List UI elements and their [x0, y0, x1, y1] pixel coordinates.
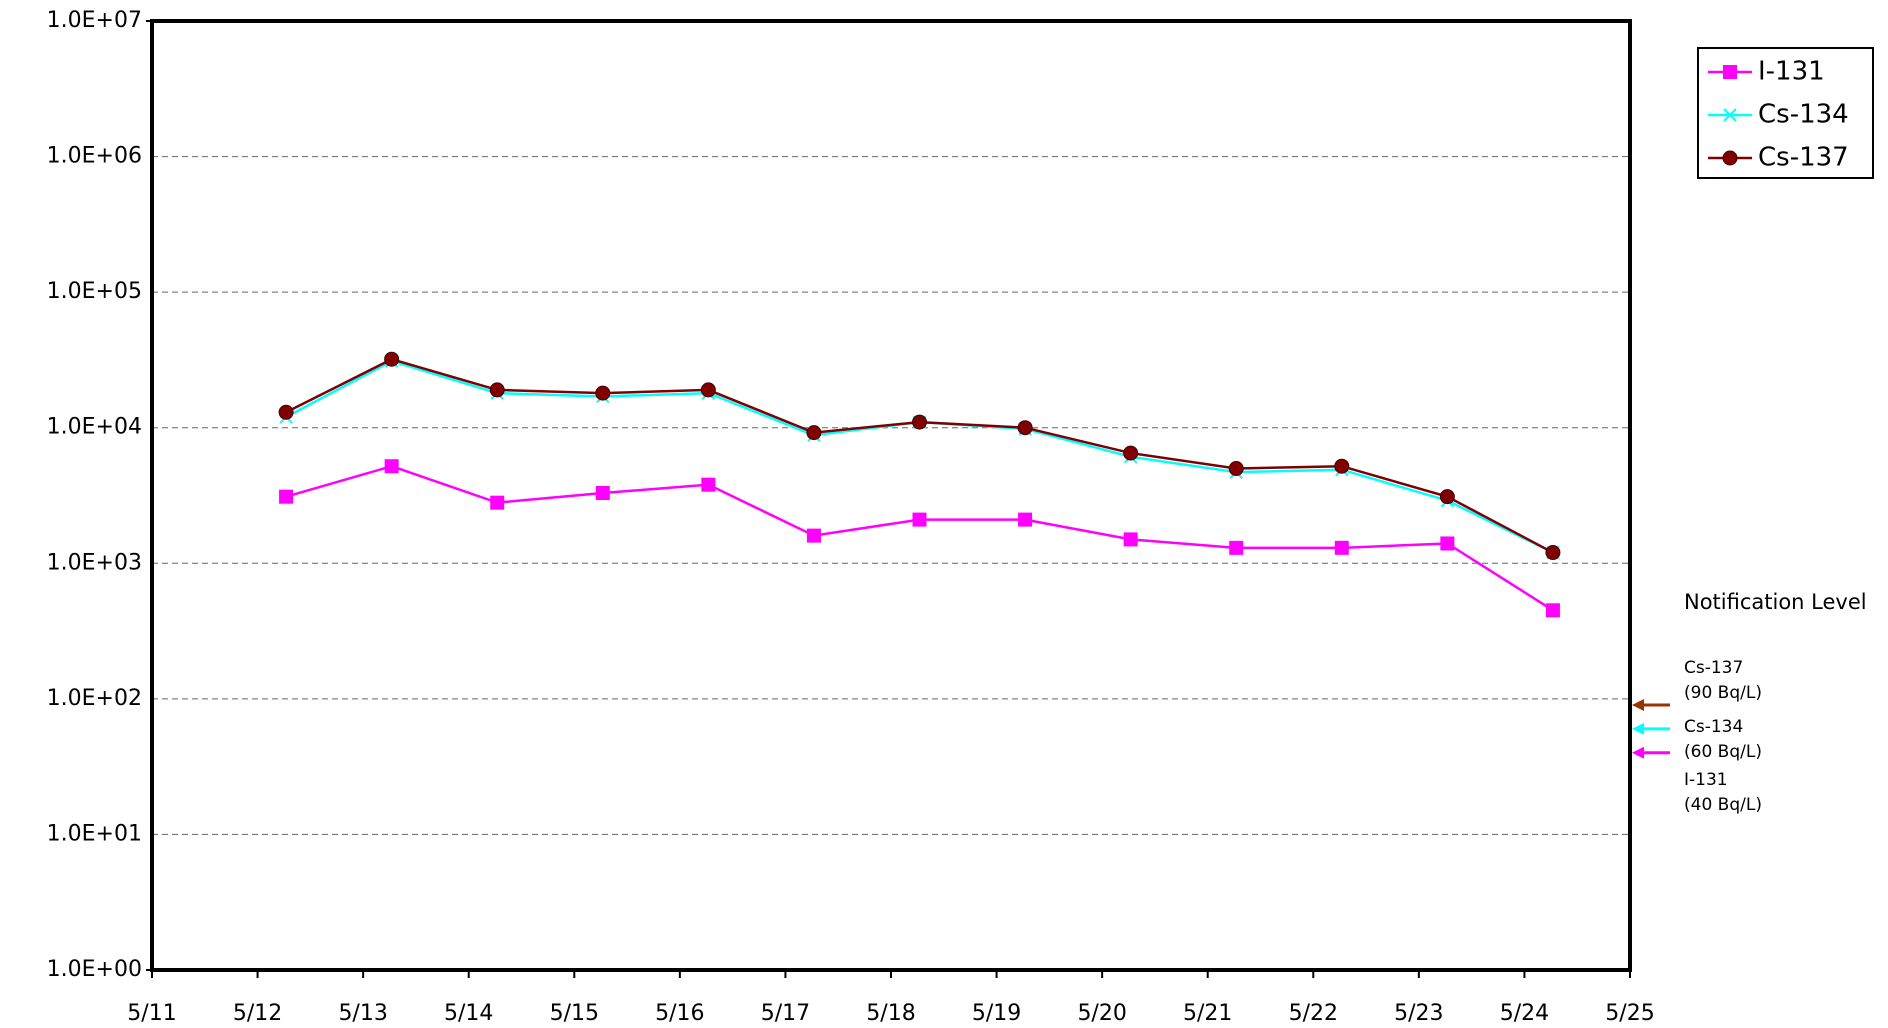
y-tick-label: 1.0E+04 [47, 415, 142, 440]
point [912, 512, 927, 527]
x-tick-label: 5/14 [444, 1001, 493, 1026]
point [1228, 461, 1244, 477]
point [1545, 603, 1560, 618]
point [1440, 536, 1455, 551]
x-tick-label: 5/18 [866, 1001, 915, 1026]
level-label: (90 Bq/L) [1684, 683, 1762, 703]
x-tick-label: 5/13 [338, 1001, 387, 1026]
annotation-title: Notification Level [1684, 590, 1867, 614]
point [278, 404, 294, 420]
y-tick-label: 1.0E+02 [47, 686, 142, 711]
point [1723, 108, 1737, 122]
point [384, 459, 399, 474]
level-name: I-131 [1684, 770, 1728, 790]
point [701, 477, 716, 492]
level-label: (40 Bq/L) [1684, 795, 1762, 815]
point [1123, 445, 1139, 461]
point [1722, 150, 1738, 166]
x-tick-label: 5/15 [550, 1001, 599, 1026]
point [1229, 540, 1244, 555]
point [595, 385, 611, 401]
point [1545, 545, 1561, 561]
x-tick-label: 5/20 [1077, 1001, 1126, 1026]
point [1723, 65, 1737, 79]
x-tick-label: 5/23 [1394, 1001, 1443, 1026]
x-tick-label: 5/22 [1289, 1001, 1338, 1026]
level-label: (60 Bq/L) [1684, 742, 1762, 762]
plot-area [150, 19, 1632, 972]
level-name: Cs-134 [1684, 717, 1743, 737]
point [806, 425, 822, 441]
y-tick-label: 1.0E+05 [47, 279, 142, 304]
legend-label: Cs-137 [1758, 143, 1849, 173]
x-tick-label: 5/12 [233, 1001, 282, 1026]
series-line [285, 464, 1554, 612]
arrow-head [1632, 722, 1644, 735]
point [384, 351, 400, 367]
level-name: Cs-137 [1684, 658, 1743, 678]
arrow-head [1632, 746, 1644, 759]
y-tick-label: 1.0E+03 [47, 550, 142, 575]
x-tick-label: 5/24 [1500, 1001, 1549, 1026]
point [1334, 458, 1350, 474]
x-tick-label: 5/17 [761, 1001, 810, 1026]
point [1439, 489, 1455, 505]
point [700, 382, 716, 398]
point [1334, 540, 1349, 555]
point [1017, 420, 1033, 436]
point [489, 382, 505, 398]
point [912, 414, 928, 430]
x-tick-label: 5/16 [655, 1001, 704, 1026]
point [806, 528, 821, 543]
x-tick-label: 5/19 [972, 1001, 1021, 1026]
y-tick-label: 1.0E+06 [47, 144, 142, 169]
y-tick-label: 1.0E+07 [47, 8, 142, 33]
legend-label: Cs-134 [1758, 100, 1849, 130]
point [595, 485, 610, 500]
x-tick-label: 5/21 [1183, 1001, 1232, 1026]
point [279, 489, 294, 504]
point [1018, 512, 1033, 527]
arrow-head [1632, 699, 1644, 712]
point [1123, 532, 1138, 547]
x-tick-label: 5/11 [127, 1001, 176, 1026]
legend-label: I-131 [1758, 57, 1825, 87]
y-tick-label: 1.0E+00 [47, 957, 142, 982]
point [490, 495, 505, 510]
x-tick-label: 5/25 [1605, 1001, 1654, 1026]
y-tick-label: 1.0E+01 [47, 821, 142, 846]
